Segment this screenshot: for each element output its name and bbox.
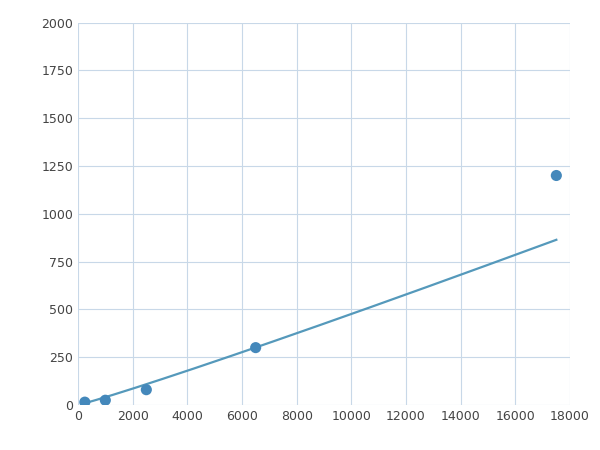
Point	[551, 172, 561, 179]
Point	[251, 344, 260, 351]
Point	[101, 396, 110, 404]
Point	[80, 399, 89, 406]
Point	[142, 386, 151, 393]
